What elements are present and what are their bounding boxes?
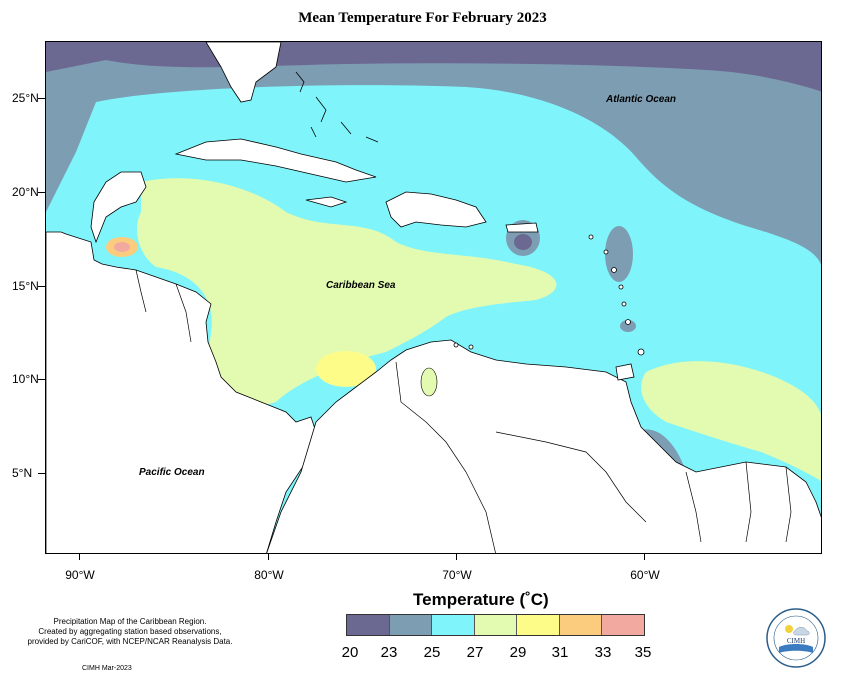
cimh-logo: CIMH xyxy=(766,608,826,668)
legend-label-35: 35 xyxy=(634,644,652,661)
legend-label-29: 29 xyxy=(509,644,527,661)
legend-swatch-31-33 xyxy=(559,615,603,635)
land-cuba xyxy=(174,138,377,183)
sun-icon xyxy=(785,625,793,633)
credit-line-2: Created by aggregating station based obs… xyxy=(38,627,222,636)
y-tick xyxy=(38,379,45,380)
credit-text: Precipitation Map of the Caribbean Regio… xyxy=(10,617,250,647)
x-label-90w: 90°W xyxy=(65,568,95,582)
land-south-america xyxy=(266,339,821,553)
label-atlantic-ocean: Atlantic Ocean xyxy=(606,94,677,105)
legend-swatch-33-35 xyxy=(602,615,645,635)
x-tick xyxy=(268,554,269,560)
x-tick xyxy=(79,554,80,560)
credit-line-1: Precipitation Map of the Caribbean Regio… xyxy=(53,617,207,626)
y-tick xyxy=(38,192,45,193)
land-lesser-antilles xyxy=(588,234,645,356)
wave-icon xyxy=(779,644,813,653)
temp-band-29-31 xyxy=(316,351,376,387)
legend-label-23: 23 xyxy=(380,644,398,661)
label-caribbean-sea: Caribbean Sea xyxy=(326,280,396,291)
legend-swatch-27-29 xyxy=(474,615,518,635)
land-trinidad xyxy=(615,363,635,381)
land-central-america xyxy=(46,231,317,553)
legend-swatch-20-23 xyxy=(347,615,390,635)
x-tick xyxy=(644,554,645,560)
credit-date: CIMH Mar-2023 xyxy=(82,665,132,672)
country-borders xyxy=(135,269,792,553)
land-bahamas xyxy=(295,71,379,143)
temp-band-27-29-caribbean xyxy=(136,178,557,407)
legend-label-25: 25 xyxy=(423,644,441,661)
y-label-25n: 25°N xyxy=(12,91,39,105)
legend-label-33: 33 xyxy=(594,644,612,661)
land-jamaica xyxy=(305,196,348,208)
land-abc-islands xyxy=(453,342,474,350)
land-puerto-rico xyxy=(505,222,539,233)
lake-maracaibo xyxy=(420,367,438,397)
temp-band-33-35 xyxy=(114,242,130,252)
land-yucatan xyxy=(90,171,147,244)
y-label-20n: 20°N xyxy=(12,185,39,199)
logo-text: CIMH xyxy=(787,637,805,645)
cool-spot-small xyxy=(620,320,636,332)
x-label-70w: 70°W xyxy=(442,568,472,582)
land-florida xyxy=(205,42,282,103)
temperature-map xyxy=(45,41,822,554)
legend-swatch-25-27 xyxy=(432,615,475,635)
y-label-5n: 5°N xyxy=(12,466,33,480)
temp-band-27-29-east xyxy=(641,361,821,481)
label-pacific-ocean: Pacific Ocean xyxy=(139,467,205,478)
land-hispaniola xyxy=(385,191,487,228)
legend-colorbar xyxy=(346,614,645,636)
legend-swatch-23-25 xyxy=(389,615,433,635)
cool-spot-lesser-antilles xyxy=(605,226,633,282)
credit-line-3: provided by CariCOF, with NCEP/NCAR Rean… xyxy=(27,637,233,646)
legend-swatch-29-31 xyxy=(517,615,560,635)
y-tick xyxy=(38,98,45,99)
legend-title: Temperature (˚C) xyxy=(413,590,549,609)
x-label-80w: 80°W xyxy=(254,568,284,582)
legend-label-31: 31 xyxy=(551,644,569,661)
x-tick xyxy=(456,554,457,560)
y-label-15n: 15°N xyxy=(12,279,39,293)
map-canvas xyxy=(46,42,821,553)
map-title: Mean Temperature For February 2023 xyxy=(298,10,547,26)
legend-label-27: 27 xyxy=(466,644,484,661)
x-label-60w: 60°W xyxy=(630,568,660,582)
y-label-10n: 10°N xyxy=(12,372,39,386)
y-tick xyxy=(38,473,45,474)
legend-label-20: 20 xyxy=(341,644,359,661)
cloud-icon xyxy=(793,627,810,636)
y-tick xyxy=(38,286,45,287)
cool-spot-core xyxy=(514,234,532,250)
